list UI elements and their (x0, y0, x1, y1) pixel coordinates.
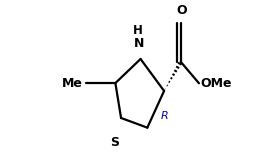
Text: N: N (134, 37, 144, 50)
Text: S: S (110, 136, 119, 149)
Text: Me: Me (62, 77, 83, 90)
Text: H: H (133, 24, 143, 38)
Text: O: O (176, 4, 187, 17)
Text: R: R (161, 111, 169, 121)
Text: OMe: OMe (200, 77, 232, 90)
